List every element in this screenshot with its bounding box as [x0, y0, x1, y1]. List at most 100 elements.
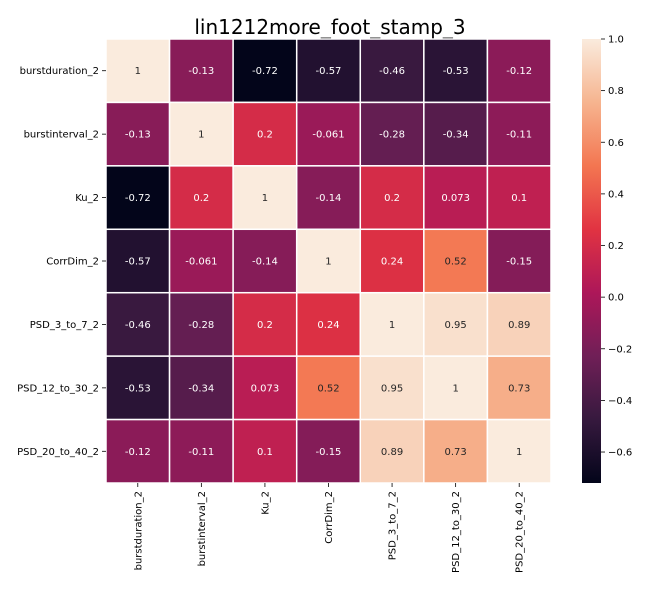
cell-value-label: 0.24 [381, 257, 403, 268]
heatmap-cell [359, 165, 425, 231]
colorbar-tick-label: 0.8 [608, 86, 624, 97]
cell-value-label: 0.52 [445, 257, 467, 268]
row-tick-label: CorrDim_2 [46, 257, 99, 268]
heatmap-cell [359, 101, 425, 167]
cell-value-label: 0.52 [317, 383, 339, 394]
cell-value-label: 0.24 [317, 320, 339, 331]
cell-value-label: 0.073 [251, 383, 280, 394]
heatmap-cell [232, 101, 298, 167]
colorbar: 1.0 0.8 0.6 0.4 0.2 0.0 −0.2 −0.4 −0.6 [582, 35, 632, 483]
heatmap-cell [295, 355, 362, 421]
column-tick-label: burstduration_2 [133, 491, 144, 570]
chart-title: lin1212more_foot_stamp_3 [194, 15, 465, 39]
heatmap-cells: 1 -0.13 -0.72 -0.57 -0.46 -0.53 -0.12 -0.13 1 0.2… [105, 38, 552, 484]
cell-value-label: -0.11 [506, 130, 532, 141]
heatmap-cell [168, 355, 234, 421]
cell-value-label: 1 [262, 193, 268, 204]
cell-value-label: -0.72 [252, 66, 278, 77]
colorbar-gradient [582, 39, 601, 483]
cell-value-label: 0.73 [508, 383, 530, 394]
heatmap-cell [486, 355, 552, 421]
cell-value-label: 0.95 [445, 320, 467, 331]
column-tick-label: Ku_2 [260, 491, 271, 515]
cell-value-label: 0.073 [441, 193, 470, 204]
cell-value-label: -0.13 [125, 130, 151, 141]
colorbar-tick-label: 0.2 [608, 241, 624, 252]
heatmap-cell [232, 165, 298, 231]
colorbar-ticks: 1.0 0.8 0.6 0.4 0.2 0.0 −0.2 −0.4 −0.6 [601, 35, 632, 459]
heatmap-cell [105, 355, 171, 421]
cell-value-label: -0.72 [125, 193, 151, 204]
heatmap-cell [486, 228, 552, 294]
cell-value-label: 1 [516, 447, 522, 458]
colorbar-tick-label: 0.6 [608, 138, 624, 149]
heatmap-cell [295, 418, 362, 484]
cell-value-label: -0.28 [379, 130, 405, 141]
cell-value-label: 0.2 [257, 130, 273, 141]
cell-value-label: 0.89 [381, 447, 403, 458]
column-tick-label: PSD_12_to_30_2 [451, 491, 462, 573]
heatmap-cell [232, 291, 298, 357]
cell-value-label: -0.53 [125, 383, 151, 394]
column-tick-label: PSD_20_to_40_2 [515, 491, 526, 573]
cell-value-label: 0.2 [193, 193, 209, 204]
cell-value-label: -0.12 [125, 447, 151, 458]
heatmap-cell [105, 418, 171, 484]
heatmap-cell [105, 228, 171, 294]
cell-value-label: -0.34 [188, 383, 214, 394]
heatmap-cell [423, 418, 489, 484]
colorbar-tick-label: −0.2 [608, 344, 632, 355]
colorbar-tick-label: 0.4 [608, 189, 624, 200]
row-tick-label: PSD_12_to_30_2 [17, 383, 99, 394]
cell-value-label: -0.34 [443, 130, 469, 141]
heatmap-cell [423, 38, 489, 104]
heatmap-cell [486, 418, 552, 484]
cell-value-label: 1 [198, 130, 204, 141]
heatmap-cell [359, 355, 425, 421]
row-tick-label: burstduration_2 [20, 66, 99, 77]
row-tick-labels: burstduration_2 burstinterval_2 Ku_2 CorrDi… [17, 66, 106, 458]
heatmap-cell [359, 418, 425, 484]
cell-value-label: -0.13 [188, 66, 214, 77]
heatmap-cell [168, 228, 234, 294]
cell-value-label: 0.89 [508, 320, 530, 331]
cell-value-label: 1 [389, 320, 395, 331]
column-tick-label: burstinterval_2 [197, 491, 208, 566]
cell-value-label: -0.12 [506, 66, 532, 77]
cell-value-label: -0.14 [316, 193, 342, 204]
colorbar-tick-label: −0.6 [608, 448, 632, 459]
colorbar-tick-label: 1.0 [608, 35, 624, 46]
cell-value-label: -0.57 [125, 257, 151, 268]
row-tick-label: burstinterval_2 [24, 130, 99, 141]
cell-value-label: 0.2 [384, 193, 400, 204]
heatmap-cell [423, 228, 489, 294]
cell-value-label: 1 [325, 257, 331, 268]
column-tick-label: PSD_3_to_7_2 [388, 491, 399, 560]
cell-value-label: -0.15 [316, 447, 342, 458]
heatmap-cell [486, 165, 552, 231]
cell-value-label: -0.46 [125, 320, 151, 331]
cell-value-label: -0.15 [506, 257, 532, 268]
heatmap-cell [168, 165, 234, 231]
cell-value-label: -0.57 [316, 66, 342, 77]
colorbar-tick-label: −0.4 [608, 396, 632, 407]
row-tick-label: PSD_20_to_40_2 [17, 447, 99, 458]
cell-value-label: -0.061 [312, 130, 344, 141]
cell-value-label: 1 [452, 383, 458, 394]
row-tick-label: PSD_3_to_7_2 [30, 320, 99, 331]
cell-value-label: -0.28 [188, 320, 214, 331]
cell-value-label: 0.73 [445, 447, 467, 458]
heatmap-cell [423, 165, 489, 231]
heatmap-cell [295, 165, 362, 231]
cell-value-label: -0.46 [379, 66, 405, 77]
column-tick-labels: burstduration_2 burstinterval_2 Ku_2 CorrDi… [133, 483, 526, 573]
heatmap-cell [105, 38, 171, 104]
heatmap-cell [168, 38, 234, 104]
cell-value-label: 0.1 [257, 447, 273, 458]
colorbar-tick-label: 0.0 [608, 293, 624, 304]
column-tick-label: CorrDim_2 [324, 491, 335, 544]
row-tick-label: Ku_2 [75, 193, 99, 204]
heatmap-cell [232, 418, 298, 484]
cell-value-label: 0.95 [381, 383, 403, 394]
cell-value-label: 1 [135, 66, 141, 77]
